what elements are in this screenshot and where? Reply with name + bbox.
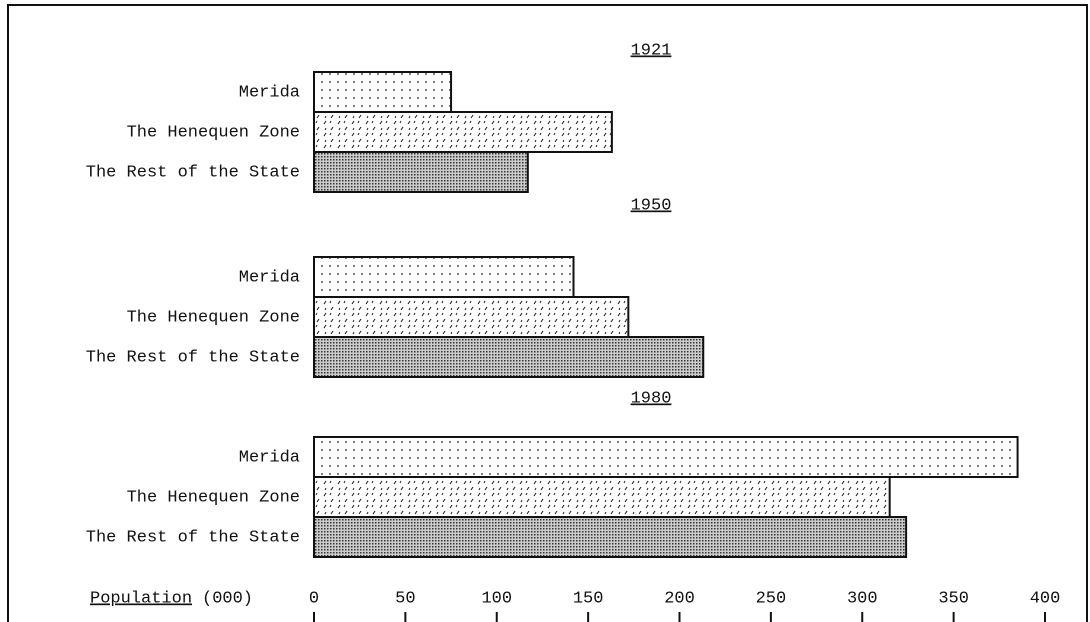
x-tick-label: 100: [481, 589, 512, 608]
x-axis-unit: (000): [202, 589, 253, 608]
bar-label: The Rest of the State: [86, 163, 300, 182]
bar: [313, 151, 529, 193]
x-tick-label: 250: [756, 589, 787, 608]
bar-label: Merida: [239, 268, 300, 287]
x-tick-label: 300: [847, 589, 878, 608]
bar-label: The Rest of the State: [86, 528, 300, 547]
bar: [313, 516, 908, 558]
bar-label: The Henequen Zone: [127, 308, 300, 327]
group-title: 1980: [631, 389, 672, 408]
x-tick-label: 200: [664, 589, 695, 608]
x-tick-label: 50: [395, 589, 415, 608]
bar: [313, 476, 891, 518]
frame: [7, 4, 1088, 622]
x-tick-label: 0: [309, 589, 319, 608]
bar: [313, 111, 613, 153]
x-tick-label: 150: [573, 589, 604, 608]
bar: [313, 71, 453, 113]
bar-label: Merida: [239, 448, 300, 467]
bar-label: The Rest of the State: [86, 348, 300, 367]
bar: [313, 256, 575, 298]
x-tick-label: 350: [938, 589, 969, 608]
bar: [313, 296, 630, 338]
bar: [313, 336, 705, 378]
group-title: 1950: [631, 196, 672, 215]
bar: [313, 436, 1019, 478]
bar-label: The Henequen Zone: [127, 123, 300, 142]
group-title: 1921: [631, 41, 672, 60]
x-tick-label: 400: [1030, 589, 1061, 608]
bar-label: Merida: [239, 83, 300, 102]
x-axis-label: Population: [90, 589, 192, 608]
bar-label: The Henequen Zone: [127, 488, 300, 507]
